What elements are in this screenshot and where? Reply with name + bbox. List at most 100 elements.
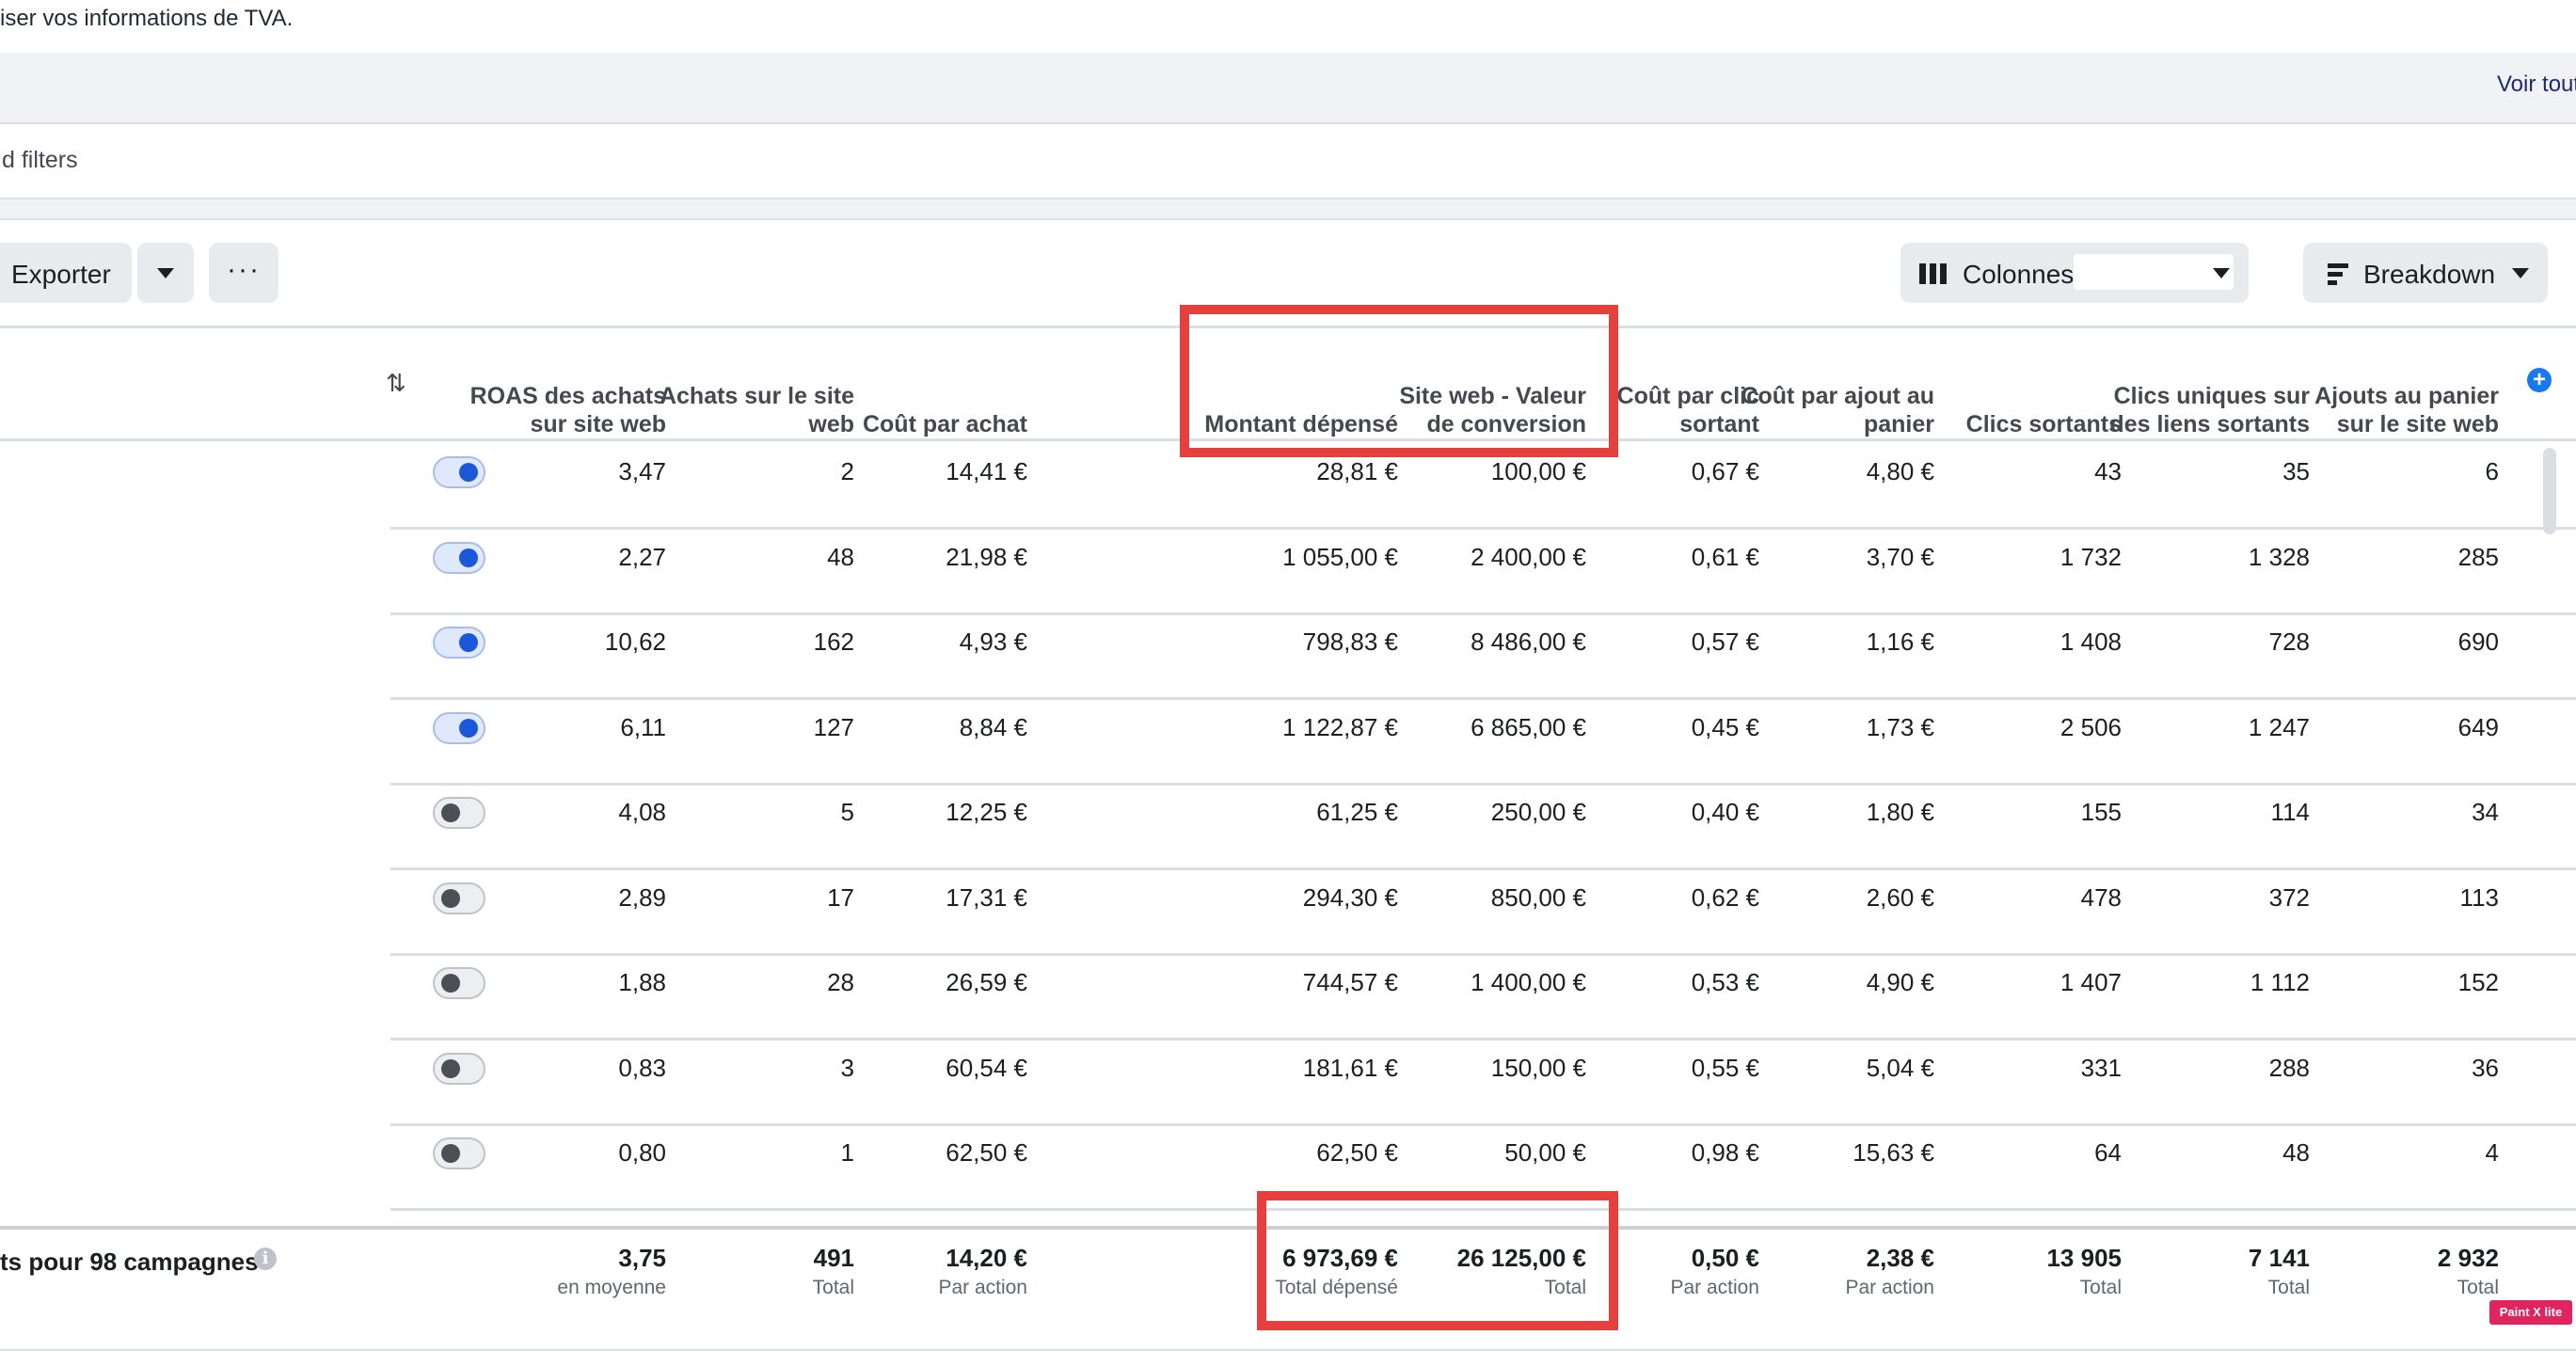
column-header-purchases[interactable]: Achats sur le site web	[647, 329, 854, 438]
cell-unique-outbound-clicks: 48	[2282, 1138, 2310, 1167]
toggle-knob	[441, 1058, 460, 1078]
campaign-toggle[interactable]	[433, 627, 485, 659]
total-conversion-value: 26 125,00 € Total	[1360, 1244, 1586, 1299]
header-divider	[0, 438, 2576, 441]
cell-outbound-clicks: 331	[2080, 1053, 2122, 1082]
cell-conversion-value: 2 400,00 €	[1471, 542, 1586, 571]
cell-cost-per-add-to-cart: 4,80 €	[1866, 457, 1934, 485]
column-header-outbound-clicks[interactable]: Clics sortants	[1915, 329, 2122, 438]
column-header-add-to-cart[interactable]: Ajouts au panier sur le site web	[2292, 329, 2499, 438]
cell-roas: 10,62	[604, 628, 666, 656]
cell-cost-per-outbound-click: 0,98 €	[1691, 1138, 1759, 1167]
total-caption: Total	[2267, 1277, 2310, 1298]
export-label: Exporter	[11, 260, 111, 289]
campaign-toggle[interactable]	[433, 967, 485, 999]
total-value: 0,50 €	[1691, 1244, 1759, 1272]
filter-bar[interactable]: d filters	[0, 122, 2576, 199]
campaign-toggle[interactable]	[433, 1052, 485, 1085]
campaign-toggle[interactable]	[433, 541, 485, 574]
cell-conversion-value: 1 400,00 €	[1471, 968, 1586, 996]
cell-purchases: 127	[813, 712, 854, 741]
cell-cost-per-outbound-click: 0,57 €	[1691, 628, 1759, 656]
cell-cost-per-add-to-cart: 1,16 €	[1866, 628, 1934, 656]
row-divider	[390, 612, 2576, 615]
sort-icon[interactable]: ⇅	[386, 369, 406, 397]
summary-label: ts pour 98 campagnes	[0, 1248, 259, 1276]
cell-cost-per-add-to-cart: 2,60 €	[1866, 882, 1934, 912]
cell-unique-outbound-clicks: 728	[2268, 628, 2310, 656]
table-scrollbar[interactable]	[2543, 448, 2556, 534]
add-column-icon[interactable]: +	[2527, 368, 2552, 392]
toggle-knob	[441, 1144, 460, 1163]
export-button[interactable]: Exporter	[0, 243, 132, 303]
highlight-box-header	[1180, 305, 1618, 457]
export-dropdown-button[interactable]	[137, 243, 194, 303]
cell-cost-per-outbound-click: 0,45 €	[1691, 712, 1759, 741]
cell-purchases: 3	[840, 1053, 854, 1082]
total-value: 26 125,00 €	[1456, 1244, 1586, 1272]
row-divider	[390, 697, 2576, 700]
columns-button[interactable]: Colonnes:	[1900, 243, 2249, 303]
total-roas: 3,75 en moyenne	[440, 1244, 666, 1299]
cell-unique-outbound-clicks: 1 328	[2248, 542, 2310, 571]
column-header-cost-per-purchase[interactable]: Coût par achat	[820, 329, 1027, 438]
cell-purchases: 5	[840, 798, 854, 826]
more-options-button[interactable]: ···	[209, 243, 278, 303]
campaign-toggle[interactable]	[433, 711, 485, 744]
campaign-toggle[interactable]	[433, 882, 485, 914]
cell-conversion-value: 50,00 €	[1504, 1138, 1586, 1167]
total-caption: Par action	[1670, 1277, 1759, 1298]
cell-amount-spent: 28,81 €	[1316, 457, 1398, 485]
campaign-toggle[interactable]	[433, 456, 485, 488]
cell-purchases: 162	[813, 628, 854, 656]
cell-outbound-clicks: 1 407	[2059, 968, 2122, 996]
row-divider	[390, 527, 2576, 530]
column-header-conversion-value[interactable]: Site web - Valeur de conversion	[1379, 329, 1586, 438]
cell-conversion-value: 6 865,00 €	[1471, 712, 1586, 741]
total-cost-per-outbound-click: 0,50 € Par action	[1534, 1244, 1759, 1299]
cell-amount-spent: 62,50 €	[1316, 1138, 1398, 1167]
campaign-toggle[interactable]	[433, 1137, 485, 1169]
cell-cost-per-add-to-cart: 1,80 €	[1866, 798, 1934, 826]
row-divider	[390, 952, 2576, 956]
info-icon[interactable]: i	[254, 1248, 277, 1270]
column-header-amount-spent[interactable]: Montant dépensé	[1191, 329, 1398, 438]
toggle-knob	[459, 633, 478, 652]
cell-unique-outbound-clicks: 372	[2268, 882, 2310, 912]
cell-outbound-clicks: 1 732	[2059, 542, 2122, 571]
cell-cost-per-purchase: 14,41 €	[946, 457, 1027, 485]
column-header-cost-per-outbound-click[interactable]: Coût par clic sortant	[1552, 329, 1759, 438]
cell-add-to-cart: 36	[2472, 1053, 2499, 1082]
column-header-roas[interactable]: ROAS des achats sur site web	[459, 329, 666, 438]
row-divider	[390, 1038, 2576, 1041]
cell-conversion-value: 250,00 €	[1490, 798, 1586, 826]
cell-cost-per-add-to-cart: 3,70 €	[1866, 542, 1934, 571]
cell-conversion-value: 850,00 €	[1490, 882, 1586, 912]
toggle-knob	[441, 803, 460, 822]
columns-preset-field[interactable]	[2074, 254, 2234, 290]
total-value: 14,20 €	[946, 1244, 1027, 1272]
column-header-label: Coût par ajout au panier	[1741, 383, 1934, 437]
total-value: 2 932	[2437, 1244, 2499, 1272]
breakdown-button[interactable]: Breakdown	[2303, 243, 2548, 303]
cell-add-to-cart: 34	[2472, 798, 2499, 826]
column-header-unique-outbound-clicks[interactable]: Clics uniques sur des liens sortants	[2103, 329, 2310, 438]
cell-amount-spent: 61,25 €	[1316, 798, 1398, 826]
cell-unique-outbound-clicks: 1 247	[2248, 712, 2310, 741]
cell-cost-per-purchase: 26,59 €	[946, 968, 1027, 996]
total-amount-spent: 6 973,69 € Total dépensé	[1172, 1244, 1398, 1299]
cell-amount-spent: 1 122,87 €	[1282, 712, 1398, 741]
columns-label: Colonnes:	[1963, 260, 2082, 289]
caret-down-icon	[2512, 268, 2529, 278]
total-value: 7 141	[2248, 1244, 2310, 1272]
toggle-knob	[441, 974, 460, 993]
watermark-badge: Paint X lite	[2489, 1300, 2572, 1325]
total-value: 2,38 €	[1866, 1244, 1934, 1272]
cell-add-to-cart: 4	[2485, 1138, 2499, 1167]
campaign-toggle[interactable]	[433, 797, 485, 829]
column-header-cost-per-add-to-cart[interactable]: Coût par ajout au panier	[1727, 329, 1934, 438]
header-top-divider	[0, 326, 2576, 328]
cell-unique-outbound-clicks: 35	[2282, 457, 2310, 485]
view-all-link[interactable]: Voir tout	[2497, 72, 2576, 97]
row-divider	[390, 782, 2576, 786]
